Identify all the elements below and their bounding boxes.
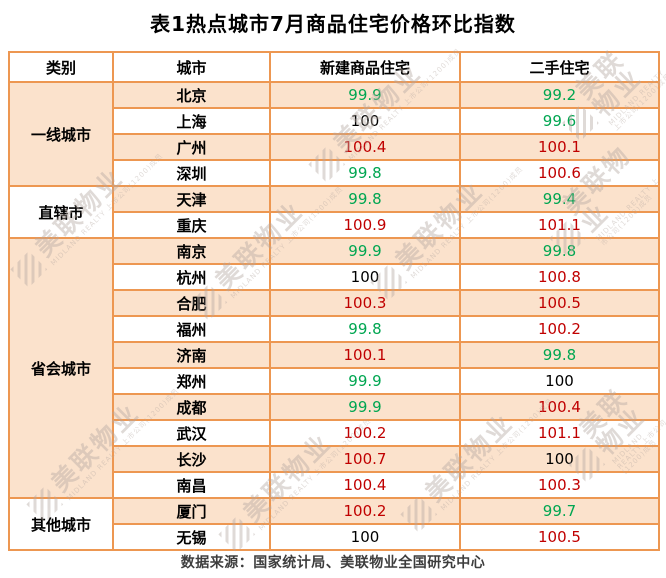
table-row: 长沙 100.7 100 — [9, 445, 660, 473]
secondhand-value: 101.1 — [459, 211, 660, 239]
new-housing-value: 100 — [269, 523, 461, 551]
secondhand-value: 100.8 — [459, 263, 660, 291]
table-row: 成都 99.9 100.4 — [9, 393, 660, 421]
column-header-city: 城市 — [112, 51, 271, 83]
category-cell: 直辖市 — [8, 185, 114, 239]
secondhand-value: 100.6 — [459, 159, 660, 187]
new-housing-value: 100.3 — [269, 289, 461, 317]
table-row: 济南 100.1 99.8 — [9, 341, 660, 369]
city-cell: 上海 — [112, 107, 271, 135]
column-header-new-housing: 新建商品住宅 — [269, 51, 461, 83]
new-housing-value: 99.9 — [269, 237, 461, 265]
new-housing-value: 100.4 — [269, 471, 461, 499]
new-housing-value: 99.9 — [269, 81, 461, 109]
secondhand-value: 100 — [459, 367, 660, 395]
city-cell: 南京 — [112, 237, 271, 265]
city-cell: 武汉 — [112, 419, 271, 447]
header-row: 类别 城市 新建商品住宅 二手住宅 — [8, 51, 660, 83]
city-cell: 厦门 — [112, 497, 271, 525]
category-cell: 一线城市 — [8, 81, 114, 187]
table-row: 直辖市 天津 99.8 99.4 — [8, 185, 660, 239]
new-housing-value: 100 — [269, 263, 461, 291]
city-cell: 深圳 — [112, 159, 271, 187]
new-housing-value: 99.8 — [269, 159, 461, 187]
table-row: 上海 100 99.6 — [9, 107, 660, 135]
secondhand-value: 100.4 — [459, 393, 660, 421]
new-housing-value: 100.4 — [269, 133, 461, 161]
city-cell: 成都 — [112, 393, 271, 421]
category-cell: 省会城市 — [8, 237, 114, 499]
table-row: 郑州 99.9 100 — [9, 367, 660, 395]
new-housing-value: 99.9 — [269, 367, 461, 395]
new-housing-value: 100.2 — [269, 419, 461, 447]
city-cell: 天津 — [112, 185, 271, 213]
new-housing-value: 99.8 — [269, 315, 461, 343]
secondhand-value: 100.2 — [459, 315, 660, 343]
secondhand-value: 100.5 — [459, 289, 660, 317]
city-cell: 无锡 — [112, 523, 271, 551]
secondhand-value: 99.8 — [459, 341, 660, 369]
page-title: 表1热点城市7月商品住宅价格环比指数 — [150, 12, 516, 36]
city-cell: 重庆 — [112, 211, 271, 239]
city-cell: 南昌 — [112, 471, 271, 499]
table-row: 其他城市 厦门 100.2 99.7 — [8, 497, 660, 551]
city-cell: 合肥 — [112, 289, 271, 317]
column-header-category: 类别 — [8, 51, 114, 83]
secondhand-value: 99.8 — [459, 237, 660, 265]
table-row: 福州 99.8 100.2 — [9, 315, 660, 343]
secondhand-value: 101.1 — [459, 419, 660, 447]
table-row: 一线城市 北京 99.9 99.2 — [8, 81, 660, 187]
new-housing-value: 100.1 — [269, 341, 461, 369]
new-housing-value: 100.7 — [269, 445, 461, 473]
table-row: 重庆 100.9 101.1 — [9, 211, 660, 239]
table-row: 省会城市 南京 99.9 99.8 — [8, 237, 660, 499]
new-housing-value: 100.2 — [269, 497, 461, 525]
table-row: 合肥 100.3 100.5 — [9, 289, 660, 317]
price-index-table: 类别 城市 新建商品住宅 二手住宅 一线城市 北京 99.9 99.2 上海 1… — [8, 51, 660, 551]
secondhand-value: 100.5 — [459, 523, 660, 551]
table-row: 武汉 100.2 101.1 — [9, 419, 660, 447]
table-row: 杭州 100 100.8 — [9, 263, 660, 291]
table-row: 深圳 99.8 100.6 — [9, 159, 660, 187]
secondhand-value: 100.3 — [459, 471, 660, 499]
secondhand-value: 100.1 — [459, 133, 660, 161]
column-header-secondhand-housing: 二手住宅 — [459, 51, 660, 83]
new-housing-value: 99.9 — [269, 393, 461, 421]
table-row: 广州 100.4 100.1 — [9, 133, 660, 161]
city-cell: 杭州 — [112, 263, 271, 291]
city-cell: 广州 — [112, 133, 271, 161]
secondhand-value: 99.4 — [459, 185, 660, 213]
secondhand-value: 100 — [459, 445, 660, 473]
city-cell: 长沙 — [112, 445, 271, 473]
table-row: 南昌 100.4 100.3 — [9, 471, 660, 499]
city-cell: 福州 — [112, 315, 271, 343]
secondhand-value: 99.7 — [459, 497, 660, 525]
city-cell: 济南 — [112, 341, 271, 369]
new-housing-value: 100 — [269, 107, 461, 135]
city-cell: 北京 — [112, 81, 271, 109]
data-source-note: 数据来源：国家统计局、美联物业全国研究中心 — [180, 555, 486, 571]
new-housing-value: 100.9 — [269, 211, 461, 239]
table-row: 无锡 100 100.5 — [9, 523, 660, 551]
secondhand-value: 99.6 — [459, 107, 660, 135]
secondhand-value: 99.2 — [459, 81, 660, 109]
category-cell: 其他城市 — [8, 497, 114, 551]
new-housing-value: 99.8 — [269, 185, 461, 213]
city-cell: 郑州 — [112, 367, 271, 395]
